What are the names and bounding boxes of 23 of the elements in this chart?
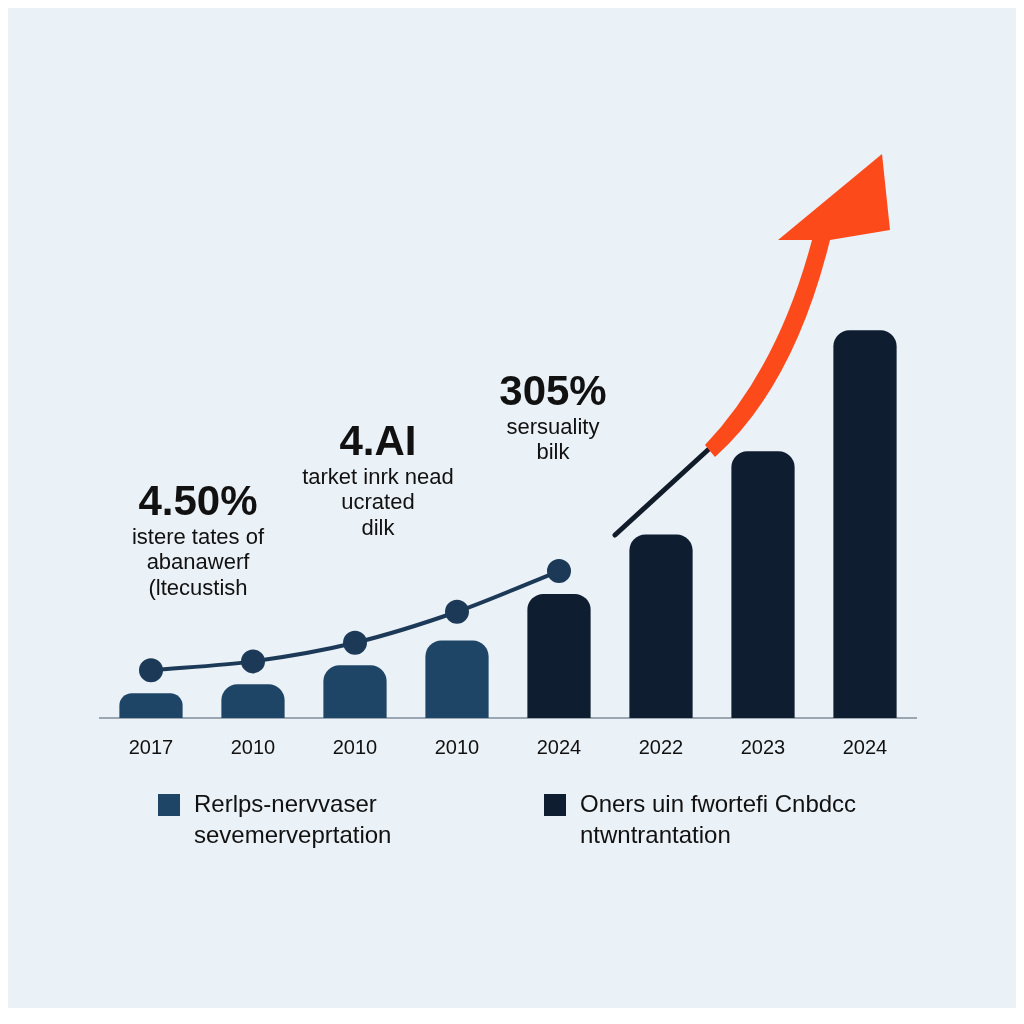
bar xyxy=(119,693,183,718)
bar xyxy=(221,684,285,718)
x-tick-label: 2010 xyxy=(230,735,276,758)
bar xyxy=(425,640,489,718)
point xyxy=(139,658,163,683)
legend-label: Oners uin fwortefi Cnbdcc ntwntrantation xyxy=(580,789,858,851)
x-tick-label: 2017 xyxy=(128,735,174,758)
point xyxy=(445,599,469,624)
x-tick-label: 2010 xyxy=(434,735,480,758)
x-tick-label: 2023 xyxy=(740,735,786,758)
x-tick-label: 2024 xyxy=(842,735,888,758)
x-tick-label: 2010 xyxy=(332,735,378,758)
x-tick-label: 2024 xyxy=(536,735,582,758)
point xyxy=(343,630,367,655)
legend-label: Rerlps-nervvaser sevemerveprtation xyxy=(194,789,393,851)
bar xyxy=(323,665,387,718)
point xyxy=(547,559,571,584)
x-tick-label: 2022 xyxy=(638,735,684,758)
point xyxy=(241,649,265,674)
annotation: 4.AI tarket inrk nead ucrated dilk xyxy=(301,417,455,541)
annotation: 4.50% istere tates of abanawerf (ltecustish xyxy=(130,477,266,601)
annotation: 305% sersuality bilk xyxy=(498,367,608,465)
bar xyxy=(527,593,591,718)
